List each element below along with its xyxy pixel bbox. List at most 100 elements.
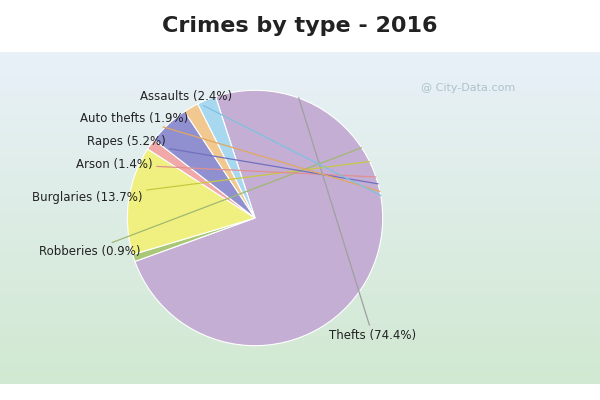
Bar <box>0 253 600 254</box>
Bar <box>0 175 600 176</box>
Bar <box>0 72 600 74</box>
Bar <box>0 215 600 216</box>
Bar <box>0 60 600 62</box>
Bar <box>0 356 600 358</box>
Bar <box>0 84 600 85</box>
Bar <box>0 186 600 188</box>
Bar <box>0 142 600 143</box>
Bar <box>0 284 600 286</box>
Bar <box>0 158 600 160</box>
Bar <box>0 200 600 201</box>
Bar <box>0 254 600 256</box>
Bar <box>0 216 600 218</box>
Bar <box>0 150 600 152</box>
Bar <box>0 223 600 225</box>
Bar <box>0 276 600 278</box>
Bar <box>0 371 600 372</box>
Bar <box>0 266 600 268</box>
Wedge shape <box>135 90 383 346</box>
Bar <box>0 143 600 145</box>
Bar <box>0 322 600 324</box>
Bar <box>0 271 600 273</box>
Bar <box>0 228 600 230</box>
Bar <box>0 359 600 361</box>
Bar <box>0 234 600 236</box>
Bar <box>0 188 600 190</box>
Wedge shape <box>148 140 255 218</box>
Bar <box>0 377 600 379</box>
Bar <box>0 100 600 102</box>
Bar <box>0 326 600 328</box>
Bar <box>0 208 600 210</box>
Bar <box>0 366 600 367</box>
Bar <box>0 358 600 359</box>
Bar <box>0 57 600 59</box>
Bar <box>0 319 600 321</box>
Wedge shape <box>133 218 255 262</box>
Bar <box>0 304 600 306</box>
Bar <box>0 92 600 94</box>
Bar <box>0 328 600 329</box>
Bar <box>0 211 600 213</box>
Bar <box>0 270 600 271</box>
Bar <box>0 87 600 88</box>
Bar <box>0 65 600 67</box>
Bar <box>0 115 600 117</box>
Bar <box>0 299 600 301</box>
Bar <box>0 74 600 75</box>
Bar <box>0 342 600 344</box>
Bar <box>0 145 600 147</box>
Bar <box>0 64 600 65</box>
Bar <box>0 339 600 341</box>
Bar <box>0 220 600 221</box>
Bar <box>0 362 600 364</box>
Bar <box>0 367 600 369</box>
Bar <box>0 110 600 112</box>
Bar <box>0 218 600 220</box>
Bar <box>0 280 600 281</box>
Bar <box>0 163 600 165</box>
Bar <box>0 192 600 193</box>
Bar <box>0 88 600 90</box>
Text: @ City-Data.com: @ City-Data.com <box>421 83 515 93</box>
Bar <box>0 352 600 354</box>
Bar <box>0 130 600 132</box>
Bar <box>0 105 600 107</box>
Bar <box>0 374 600 376</box>
Bar <box>0 68 600 70</box>
Bar <box>0 55 600 57</box>
Bar <box>0 349 600 351</box>
Bar <box>0 95 600 97</box>
Bar <box>0 361 600 362</box>
Bar <box>0 182 600 183</box>
Bar <box>0 344 600 346</box>
Bar <box>0 114 600 115</box>
Text: Thefts (74.4%): Thefts (74.4%) <box>299 98 416 342</box>
Bar <box>0 123 600 125</box>
Bar <box>0 264 600 266</box>
Bar <box>0 243 600 244</box>
Bar <box>0 162 600 163</box>
Bar <box>0 289 600 291</box>
Bar <box>0 332 600 334</box>
Bar <box>0 118 600 120</box>
Bar <box>0 77 600 78</box>
Text: Crimes by type - 2016: Crimes by type - 2016 <box>162 16 438 36</box>
Bar <box>0 206 600 208</box>
Bar <box>0 75 600 77</box>
Bar <box>0 165 600 166</box>
Bar <box>0 98 600 100</box>
Bar <box>0 346 600 348</box>
Bar <box>0 205 600 206</box>
Bar <box>0 301 600 303</box>
Bar <box>0 238 600 240</box>
Text: Auto thefts (1.9%): Auto thefts (1.9%) <box>80 112 380 191</box>
Bar <box>0 288 600 289</box>
Bar <box>0 62 600 64</box>
Bar <box>0 309 600 311</box>
Bar <box>0 183 600 185</box>
Bar <box>0 156 600 158</box>
Bar <box>0 213 600 215</box>
Bar <box>0 226 600 228</box>
Bar <box>0 166 600 168</box>
